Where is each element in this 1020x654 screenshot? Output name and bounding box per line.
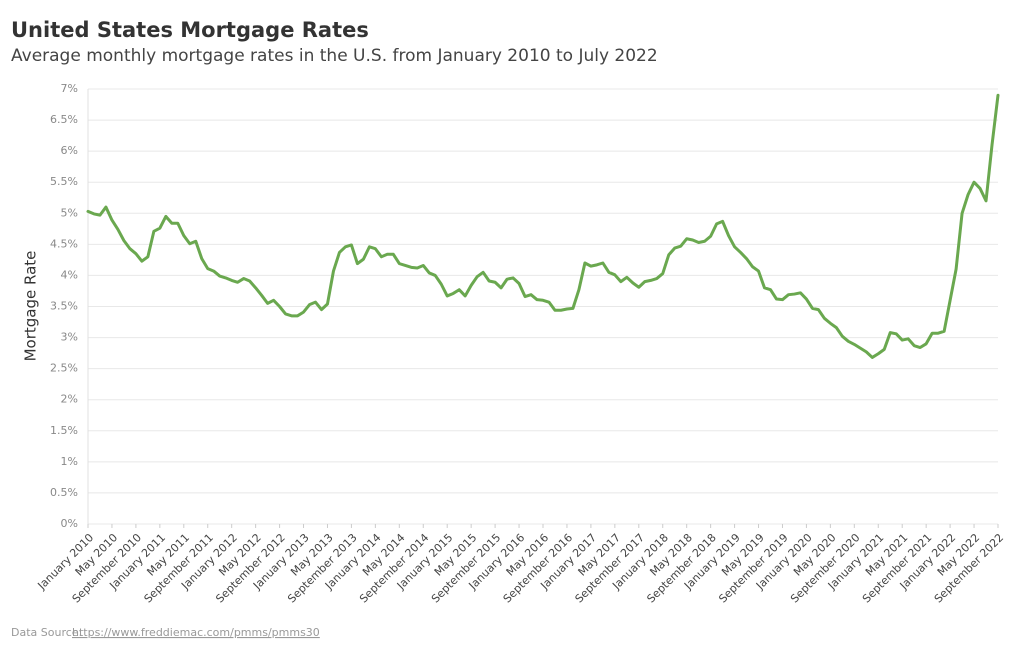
y-tick-label: 0.5% — [50, 486, 78, 499]
y-axis-label: Mortgage Rate — [22, 251, 40, 362]
y-tick-label: 6.5% — [50, 113, 78, 126]
y-tick-label: 4.5% — [50, 237, 78, 250]
y-tick-label: 4% — [61, 268, 78, 281]
y-tick-label: 5% — [61, 206, 78, 219]
source-label: Data Source: — [11, 626, 82, 639]
line-series — [86, 93, 1000, 359]
y-tick-label: 3% — [61, 331, 78, 344]
source-link[interactable]: https://www.freddiemac.com/pmms/pmms30 — [72, 626, 320, 639]
chart-title: United States Mortgage Rates — [11, 18, 369, 42]
y-tick-label: 3.5% — [50, 300, 78, 313]
chart-subtitle: Average monthly mortgage rates in the U.… — [11, 46, 658, 66]
y-tick-label: 1.5% — [50, 424, 78, 437]
y-tick-label: 5.5% — [50, 175, 78, 188]
y-tick-label: 0% — [61, 517, 78, 530]
y-tick-label: 2% — [61, 393, 78, 406]
y-tick-label: 7% — [61, 82, 78, 95]
y-tick-label: 2.5% — [50, 362, 78, 375]
y-tick-label: 6% — [61, 144, 78, 157]
y-tick-label: 1% — [61, 455, 78, 468]
